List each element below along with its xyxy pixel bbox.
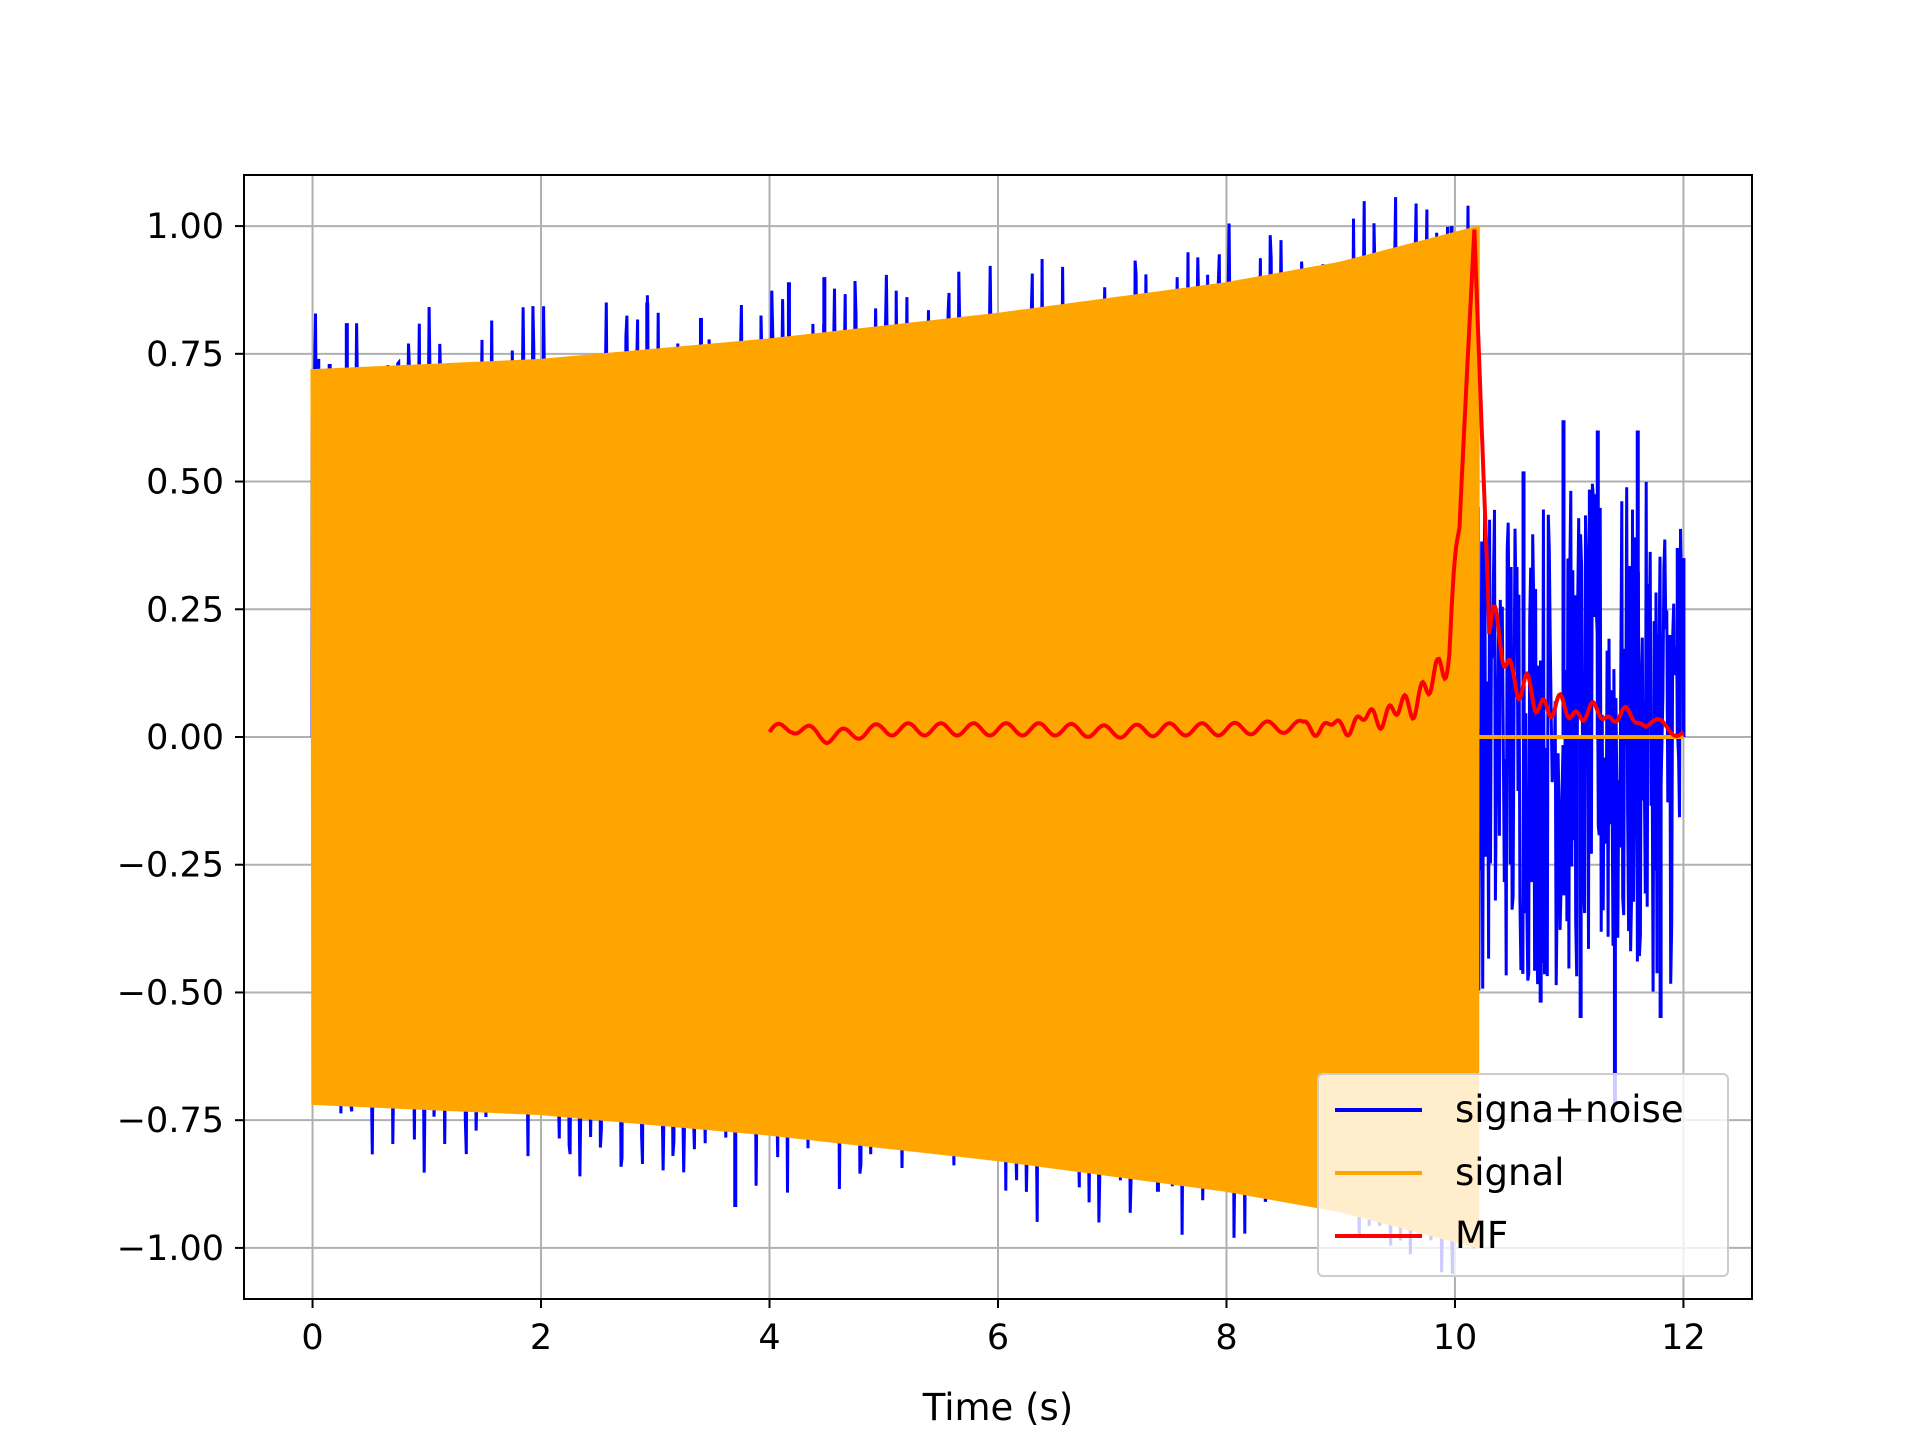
y-tick-label: 0.50	[146, 463, 224, 503]
legend-box	[1317, 1073, 1729, 1277]
y-tick-label: −0.25	[117, 846, 224, 886]
series-mf-line	[767, 229, 1685, 746]
x-axis-ticks: 0 2 4 6 8 10 12	[301, 1299, 1706, 1358]
x-tick-label: 2	[530, 1318, 552, 1358]
y-tick-label: −0.75	[117, 1101, 224, 1141]
series-signal-line	[310, 226, 1480, 1248]
y-axis-ticks: 1.00 0.75 0.50 0.25 0.00 −0.25 −0.50 −0.75 −1.00	[117, 207, 244, 1269]
x-tick-label: 6	[987, 1318, 1009, 1358]
x-tick-label: 4	[758, 1318, 780, 1358]
x-axis-label: Time (s)	[922, 1386, 1073, 1429]
y-tick-label: −0.50	[117, 973, 224, 1013]
y-tick-label: 1.00	[146, 207, 224, 247]
legend-label-signal-noise: signa+noise	[1455, 1088, 1684, 1131]
y-tick-label: 0.25	[146, 590, 224, 630]
x-tick-label: 10	[1433, 1318, 1478, 1358]
y-tick-label: −1.00	[117, 1229, 224, 1269]
plot-area	[310, 197, 1686, 1275]
legend-label-signal: signal	[1455, 1151, 1564, 1194]
y-tick-label: 0.75	[146, 335, 224, 375]
x-tick-label: 0	[301, 1318, 323, 1358]
legend-label-mf: MF	[1455, 1214, 1508, 1257]
legend: signa+noise signal MF	[1317, 1073, 1729, 1277]
y-tick-label: 0.00	[146, 718, 224, 758]
x-tick-label: 8	[1215, 1318, 1237, 1358]
x-tick-label: 12	[1661, 1318, 1706, 1358]
